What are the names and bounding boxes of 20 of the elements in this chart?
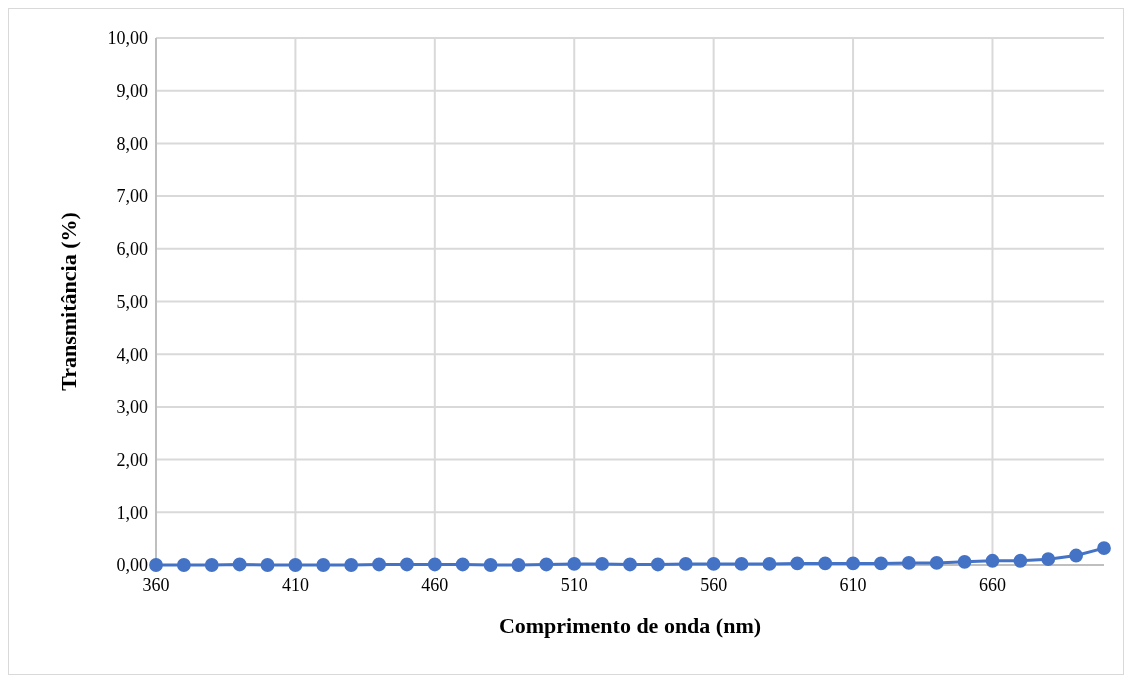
x-tick-label: 510: [560, 575, 588, 595]
y-tick-label: 5,00: [116, 291, 148, 312]
y-tick-label: 6,00: [116, 239, 148, 260]
x-tick-label: 360: [142, 575, 170, 595]
y-tick-label: 2,00: [116, 449, 148, 470]
x-tick-label: 460: [421, 575, 449, 595]
y-axis-title: Transmitância (%): [56, 212, 81, 391]
y-tick-label: 7,00: [116, 186, 148, 207]
y-tick-label: 9,00: [116, 81, 148, 101]
x-tick-label: 410: [281, 575, 309, 595]
y-tick-label: 3,00: [116, 397, 148, 418]
y-tick-label: 1,00: [116, 502, 148, 523]
x-tick-label: 610: [839, 575, 867, 595]
y-tick-label: 8,00: [116, 133, 148, 154]
x-tick-label: 560: [700, 575, 728, 595]
x-axis-title: Comprimento de onda (nm): [498, 613, 762, 638]
x-tick-label: 660: [978, 575, 1006, 595]
y-tick-label: 0,00: [116, 555, 148, 576]
y-tick-label: 10,00: [107, 28, 148, 49]
y-tick-label: 4,00: [116, 344, 148, 365]
